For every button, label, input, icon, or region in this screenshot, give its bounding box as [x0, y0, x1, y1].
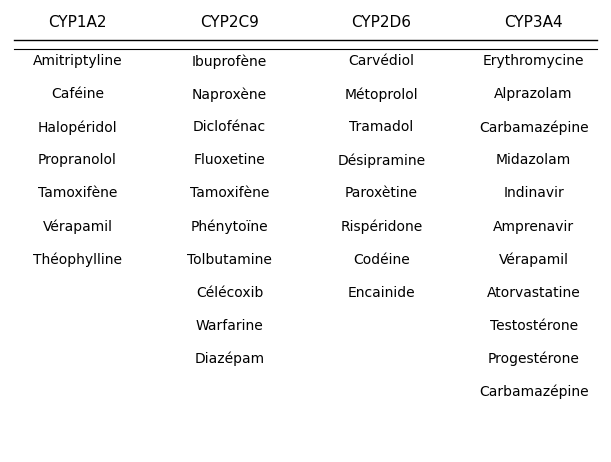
- Text: Amprenavir: Amprenavir: [493, 219, 574, 233]
- Text: Carbamazépine: Carbamazépine: [479, 120, 588, 135]
- Text: Erythromycine: Erythromycine: [483, 54, 584, 68]
- Text: Désipramine: Désipramine: [337, 153, 426, 168]
- Text: CYP2D6: CYP2D6: [351, 15, 412, 30]
- Text: Célécoxib: Célécoxib: [196, 286, 263, 300]
- Text: Tramadol: Tramadol: [349, 120, 414, 134]
- Text: Théophylline: Théophylline: [33, 253, 122, 267]
- Text: Vérapamil: Vérapamil: [42, 219, 112, 234]
- Text: Warfarine: Warfarine: [196, 319, 263, 333]
- Text: Vérapamil: Vérapamil: [499, 253, 569, 267]
- Text: Naproxène: Naproxène: [192, 87, 267, 102]
- Text: Métoprolol: Métoprolol: [345, 87, 419, 102]
- Text: CYP1A2: CYP1A2: [48, 15, 107, 30]
- Text: CYP2C9: CYP2C9: [200, 15, 259, 30]
- Text: Halopéridol: Halopéridol: [38, 120, 117, 135]
- Text: Atorvastatine: Atorvastatine: [487, 286, 580, 300]
- Text: Carvédiol: Carvédiol: [348, 54, 414, 68]
- Text: Amitriptyline: Amitriptyline: [32, 54, 122, 68]
- Text: Rispéridone: Rispéridone: [340, 219, 423, 234]
- Text: Tolbutamine: Tolbutamine: [187, 253, 272, 267]
- Text: Phénytoïne: Phénytoïne: [191, 219, 268, 234]
- Text: Alprazolam: Alprazolam: [494, 87, 573, 101]
- Text: Tamoxifène: Tamoxifène: [38, 187, 117, 201]
- Text: Tamoxifène: Tamoxifène: [190, 187, 269, 201]
- Text: Midazolam: Midazolam: [496, 153, 571, 167]
- Text: Indinavir: Indinavir: [503, 187, 564, 201]
- Text: Testostérone: Testostérone: [489, 319, 577, 333]
- Text: Paroxètine: Paroxètine: [345, 187, 418, 201]
- Text: Codéine: Codéine: [353, 253, 410, 267]
- Text: CYP3A4: CYP3A4: [504, 15, 563, 30]
- Text: Ibuprofène: Ibuprofène: [192, 54, 267, 69]
- Text: Caféine: Caféine: [51, 87, 104, 101]
- Text: Propranolol: Propranolol: [38, 153, 117, 167]
- Text: Diclofénac: Diclofénac: [193, 120, 266, 134]
- Text: Fluoxetine: Fluoxetine: [194, 153, 265, 167]
- Text: Encainide: Encainide: [348, 286, 415, 300]
- Text: Diazépam: Diazépam: [194, 352, 265, 366]
- Text: Carbamazépine: Carbamazépine: [479, 385, 588, 399]
- Text: Progestérone: Progestérone: [488, 352, 579, 366]
